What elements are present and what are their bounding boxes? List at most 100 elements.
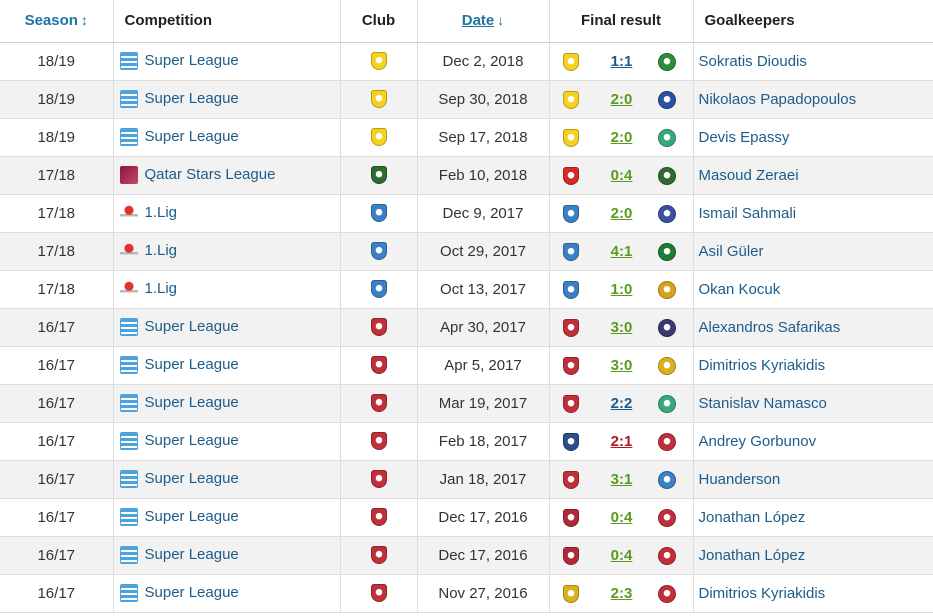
- competition-link[interactable]: Super League: [144, 469, 239, 487]
- match-result-link[interactable]: 2:2: [610, 394, 633, 412]
- greece-league-icon[interactable]: [119, 546, 138, 565]
- competition-link[interactable]: Super League: [144, 393, 239, 411]
- club-crest-icon[interactable]: [370, 394, 387, 413]
- club-crest-icon[interactable]: [370, 52, 387, 71]
- club-crest-icon[interactable]: [370, 166, 387, 185]
- club-crest-icon[interactable]: [370, 280, 387, 299]
- away-team-crest-icon[interactable]: [657, 128, 676, 147]
- home-team-crest-icon[interactable]: [562, 318, 579, 337]
- greece-league-icon[interactable]: [119, 432, 138, 451]
- home-team-crest-icon[interactable]: [562, 52, 579, 71]
- home-team-crest-icon[interactable]: [562, 356, 579, 375]
- goalkeeper-link[interactable]: Masoud Zeraei: [698, 166, 799, 184]
- greece-league-icon[interactable]: [119, 318, 138, 337]
- match-result-link[interactable]: 2:0: [610, 90, 633, 108]
- match-result-link[interactable]: 2:0: [610, 204, 633, 222]
- competition-link[interactable]: Super League: [144, 317, 239, 335]
- turkey-league-icon[interactable]: [119, 280, 138, 299]
- match-result-link[interactable]: 0:4: [610, 546, 633, 564]
- goalkeeper-link[interactable]: Jonathan López: [698, 508, 806, 526]
- home-team-crest-icon[interactable]: [562, 204, 579, 223]
- away-team-crest-icon[interactable]: [657, 546, 676, 565]
- goalkeeper-link[interactable]: Dimitrios Kyriakidis: [698, 584, 826, 602]
- goalkeeper-link[interactable]: Devis Epassy: [698, 128, 790, 146]
- away-team-crest-icon[interactable]: [657, 52, 676, 71]
- greece-league-icon[interactable]: [119, 584, 138, 603]
- competition-link[interactable]: Super League: [144, 431, 239, 449]
- club-crest-icon[interactable]: [370, 546, 387, 565]
- away-team-crest-icon[interactable]: [657, 356, 676, 375]
- match-result-link[interactable]: 1:1: [610, 52, 633, 70]
- away-team-crest-icon[interactable]: [657, 204, 676, 223]
- competition-link[interactable]: Super League: [144, 545, 239, 563]
- competition-link[interactable]: Super League: [144, 507, 239, 525]
- season-column-header[interactable]: Season ↕: [0, 0, 114, 43]
- competition-link[interactable]: Super League: [144, 89, 239, 107]
- home-team-crest-icon[interactable]: [562, 280, 579, 299]
- away-team-crest-icon[interactable]: [657, 508, 676, 527]
- date-column-header[interactable]: Date ↓: [417, 0, 550, 43]
- qatar-league-icon[interactable]: [119, 166, 138, 185]
- match-result-link[interactable]: 1:0: [610, 280, 633, 298]
- home-team-crest-icon[interactable]: [562, 546, 579, 565]
- goalkeeper-link[interactable]: Stanislav Namasco: [698, 394, 827, 412]
- club-crest-icon[interactable]: [370, 128, 387, 147]
- club-crest-icon[interactable]: [370, 470, 387, 489]
- club-crest-icon[interactable]: [370, 584, 387, 603]
- home-team-crest-icon[interactable]: [562, 394, 579, 413]
- turkey-league-icon[interactable]: [119, 242, 138, 261]
- greece-league-icon[interactable]: [119, 52, 138, 71]
- away-team-crest-icon[interactable]: [657, 470, 676, 489]
- away-team-crest-icon[interactable]: [657, 242, 676, 261]
- greece-league-icon[interactable]: [119, 128, 138, 147]
- goalkeeper-link[interactable]: Nikolaos Papadopoulos: [698, 90, 857, 108]
- home-team-crest-icon[interactable]: [562, 470, 579, 489]
- match-result-link[interactable]: 2:1: [610, 432, 633, 450]
- greece-league-icon[interactable]: [119, 90, 138, 109]
- match-result-link[interactable]: 3:0: [610, 318, 633, 336]
- competition-link[interactable]: Super League: [144, 355, 239, 373]
- goalkeeper-link[interactable]: Ismail Sahmali: [698, 204, 797, 222]
- home-team-crest-icon[interactable]: [562, 242, 579, 261]
- goalkeeper-link[interactable]: Andrey Gorbunov: [698, 432, 817, 450]
- turkey-league-icon[interactable]: [119, 204, 138, 223]
- goalkeeper-link[interactable]: Jonathan López: [698, 546, 806, 564]
- competition-link[interactable]: Super League: [144, 583, 239, 601]
- club-crest-icon[interactable]: [370, 204, 387, 223]
- goalkeeper-link[interactable]: Dimitrios Kyriakidis: [698, 356, 826, 374]
- greece-league-icon[interactable]: [119, 508, 138, 527]
- away-team-crest-icon[interactable]: [657, 394, 676, 413]
- match-result-link[interactable]: 3:0: [610, 356, 633, 374]
- club-crest-icon[interactable]: [370, 90, 387, 109]
- match-result-link[interactable]: 3:1: [610, 470, 633, 488]
- competition-link[interactable]: 1.Lig: [144, 203, 178, 221]
- match-result-link[interactable]: 4:1: [610, 242, 633, 260]
- goalkeeper-link[interactable]: Alexandros Safarikas: [698, 318, 841, 336]
- goalkeeper-link[interactable]: Okan Kocuk: [698, 280, 781, 298]
- club-crest-icon[interactable]: [370, 432, 387, 451]
- away-team-crest-icon[interactable]: [657, 318, 676, 337]
- match-result-link[interactable]: 2:3: [610, 584, 633, 602]
- away-team-crest-icon[interactable]: [657, 280, 676, 299]
- competition-link[interactable]: Super League: [144, 51, 239, 69]
- greece-league-icon[interactable]: [119, 394, 138, 413]
- competition-link[interactable]: 1.Lig: [144, 241, 178, 259]
- home-team-crest-icon[interactable]: [562, 128, 579, 147]
- away-team-crest-icon[interactable]: [657, 90, 676, 109]
- home-team-crest-icon[interactable]: [562, 508, 579, 527]
- match-result-link[interactable]: 2:0: [610, 128, 633, 146]
- away-team-crest-icon[interactable]: [657, 166, 676, 185]
- away-team-crest-icon[interactable]: [657, 584, 676, 603]
- competition-link[interactable]: 1.Lig: [144, 279, 178, 297]
- greece-league-icon[interactable]: [119, 470, 138, 489]
- home-team-crest-icon[interactable]: [562, 584, 579, 603]
- goalkeeper-link[interactable]: Asil Güler: [698, 242, 764, 260]
- match-result-link[interactable]: 0:4: [610, 508, 633, 526]
- club-crest-icon[interactable]: [370, 318, 387, 337]
- club-crest-icon[interactable]: [370, 242, 387, 261]
- home-team-crest-icon[interactable]: [562, 166, 579, 185]
- club-crest-icon[interactable]: [370, 356, 387, 375]
- away-team-crest-icon[interactable]: [657, 432, 676, 451]
- goalkeeper-link[interactable]: Huanderson: [698, 470, 781, 488]
- goalkeeper-link[interactable]: Sokratis Dioudis: [698, 52, 807, 70]
